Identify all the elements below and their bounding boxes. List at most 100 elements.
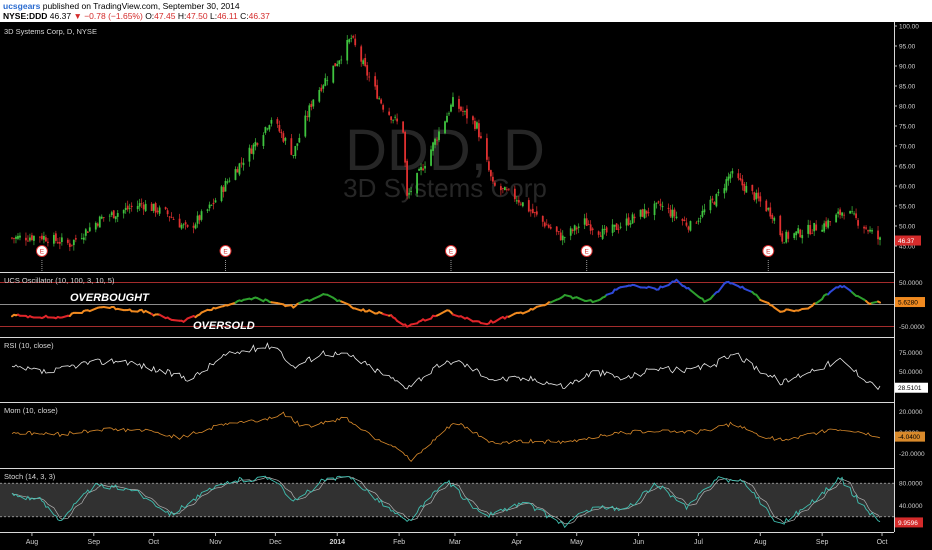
ucs-segment: [549, 298, 558, 304]
stoch-value-tag: [895, 517, 923, 528]
candle-body: [517, 200, 520, 203]
ucs-segment: [773, 306, 782, 313]
candle-body: [88, 227, 91, 232]
ucs-segment: [298, 299, 307, 305]
candle-body: [505, 189, 508, 191]
candle-body: [476, 122, 478, 129]
candle-body: [797, 228, 800, 234]
candle-body: [853, 213, 855, 215]
candle-body: [507, 188, 510, 190]
candle-body: [27, 240, 29, 242]
candle-body: [555, 226, 558, 232]
earnings-marker[interactable]: [444, 245, 457, 257]
ucs-segment: [158, 313, 167, 320]
candle-body: [641, 209, 644, 217]
candle-body: [418, 169, 420, 171]
candle-body: [74, 238, 77, 240]
candle-body: [436, 139, 438, 141]
candle-body: [240, 162, 243, 164]
price-tick-label: 60.00: [899, 184, 916, 191]
candle-body: [110, 212, 113, 216]
time-tick-label: Feb: [393, 539, 405, 546]
ucs-segment: [214, 305, 223, 310]
candle-body: [809, 225, 812, 235]
earnings-marker[interactable]: [35, 245, 48, 257]
candle-body: [192, 225, 195, 228]
candle-body: [611, 224, 614, 233]
candle-body: [80, 238, 83, 239]
ucs-tick-label: 50.0000: [899, 280, 923, 287]
stoch-tick-label: 80.0000: [899, 481, 923, 488]
candle-body: [753, 192, 756, 201]
ucs-segment: [186, 315, 195, 320]
ucs-segment: [451, 313, 460, 318]
candle-body: [94, 222, 97, 230]
candle-body: [430, 149, 432, 166]
time-tick-label: Sep: [816, 539, 829, 546]
candle-body: [527, 200, 530, 212]
earnings-marker[interactable]: [219, 245, 232, 257]
candle-body: [220, 186, 223, 202]
momentum-line: [11, 411, 881, 462]
candle-body: [450, 104, 452, 112]
ucs-segment: [619, 285, 628, 289]
candle-body: [348, 39, 351, 43]
candle-body: [200, 211, 203, 220]
overbought-annotation: OVERBOUGHT: [70, 292, 150, 304]
time-tick-label: Sep: [88, 539, 101, 546]
earnings-marker[interactable]: [580, 245, 593, 257]
candle-body: [122, 210, 125, 214]
time-tick-label: Oct: [148, 539, 159, 546]
candle-body: [675, 216, 678, 219]
ucs-segment: [60, 314, 69, 319]
candle-body: [33, 235, 35, 241]
chart-area[interactable]: DDD, D3D Systems Corp100.0095.0090.0085.…: [0, 22, 932, 550]
candle-body: [338, 60, 341, 65]
stoch-value-tag-text: 9.9596: [898, 520, 918, 527]
candle-body: [346, 39, 349, 61]
rsi-tick-label: 75.0000: [899, 350, 923, 357]
candle-body: [408, 193, 410, 195]
ucs-segment: [703, 297, 712, 303]
earnings-marker[interactable]: [762, 245, 775, 257]
rsi-value-tag-text: 28.5101: [898, 385, 922, 392]
candle-body: [168, 216, 171, 218]
candle-body: [771, 214, 774, 219]
candle-body: [877, 230, 879, 240]
candle-body: [214, 200, 217, 203]
quote-line: NYSE:DDD 46.37 ▼ −0.78 (−1.65%) O:47.45 …: [3, 11, 270, 22]
candle-body: [336, 63, 339, 66]
candle-body: [543, 222, 546, 227]
candle-body: [835, 214, 838, 223]
candle-body: [392, 119, 395, 121]
candle-body: [683, 219, 686, 222]
candle-body: [156, 210, 159, 213]
time-tick-label: 2014: [329, 539, 345, 546]
candle-body: [254, 141, 257, 147]
candle-body: [793, 233, 796, 239]
candle-body: [15, 236, 17, 239]
candle-body: [711, 198, 714, 201]
author-link[interactable]: ucsgears: [3, 1, 41, 11]
mom-tick-label: 20.0000: [899, 409, 923, 416]
candle-body: [136, 206, 139, 210]
candle-body: [116, 213, 119, 217]
candle-body: [601, 228, 604, 239]
ucs-value-tag: [895, 297, 925, 308]
candle-body: [751, 184, 754, 191]
candle-body: [639, 209, 642, 217]
earnings-marker-label: E: [449, 249, 454, 256]
candle-body: [368, 76, 371, 78]
candle-body: [849, 211, 851, 214]
candle-body: [587, 223, 590, 225]
candle-body: [557, 231, 560, 233]
candle-body: [438, 131, 440, 141]
candle-body: [340, 59, 343, 61]
ucs-segment: [410, 322, 419, 326]
candle-body: [659, 203, 662, 206]
candle-body: [503, 187, 506, 191]
ucs-segment: [438, 310, 447, 316]
candle-body: [128, 208, 131, 210]
candle-body: [535, 211, 538, 215]
candle-body: [278, 124, 281, 132]
